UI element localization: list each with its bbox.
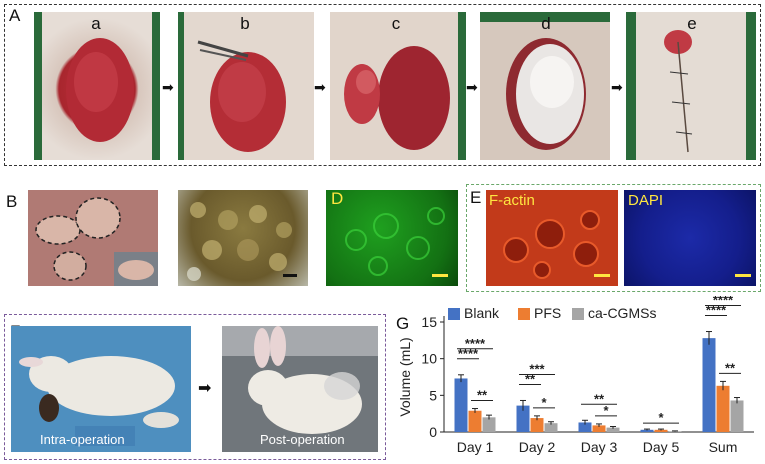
scale-bar: [432, 274, 448, 277]
y-tick-label: 0: [429, 424, 437, 440]
scale-bar: [735, 274, 751, 277]
surgery-photo-b-art: [178, 12, 286, 160]
surgery-photo-a: [34, 12, 160, 160]
y-tick-label: 10: [421, 351, 437, 367]
rabbit-photo-intra: [11, 326, 191, 452]
microscopy-photo-c: [178, 190, 308, 286]
surgery-photo-c: [330, 12, 466, 160]
tissue-photo-b-art: [28, 190, 158, 286]
legend-label: ca-CGMSs: [588, 305, 656, 321]
bar: [640, 429, 654, 432]
bar: [454, 378, 468, 432]
surgery-photo-c-art: [344, 12, 466, 160]
x-tick-label: Sum: [709, 439, 738, 455]
legend-swatch: [448, 308, 460, 320]
legend-label: PFS: [534, 305, 561, 321]
rabbit-photo-post: [222, 326, 378, 452]
panel-d-letter: D: [331, 189, 344, 208]
step-label-d: d: [541, 14, 551, 33]
bar: [702, 338, 716, 432]
significance-label: ****: [465, 336, 486, 351]
bar: [578, 422, 592, 432]
surgery-photo-e: [626, 12, 756, 160]
surgery-photo-d-art: [480, 12, 610, 150]
surgery-photo-a-art: [34, 12, 160, 160]
y-tick-label: 15: [421, 314, 437, 330]
arrow-right-icon: ➡: [611, 79, 623, 95]
significance-label: ***: [529, 361, 545, 376]
fluorescence-photo-factin: [486, 190, 618, 286]
step-label-c: c: [391, 14, 401, 33]
significance-label: *: [658, 410, 664, 425]
factin-art: [486, 190, 618, 286]
scale-bar: [283, 274, 297, 277]
rabbit-intra-art: [11, 326, 191, 452]
x-tick-label: Day 3: [581, 439, 618, 455]
rabbit-post-art: [222, 326, 378, 452]
x-tick-label: Day 1: [457, 439, 494, 455]
significance-label: *: [603, 403, 609, 418]
panel-b-letter: B: [6, 192, 18, 211]
significance-label: **: [725, 360, 736, 375]
bar: [516, 405, 530, 432]
arrow-right-icon: ➡: [466, 79, 478, 95]
fluorescence-photo-d: [326, 190, 458, 286]
tissue-photo-b: [28, 190, 158, 286]
significance-label: ****: [458, 346, 479, 361]
scale-bar: [594, 274, 610, 277]
surgery-photo-d: [480, 12, 610, 160]
microscopy-photo-c-art: [187, 202, 292, 281]
intra-operation-caption: Intra-operation: [40, 432, 125, 447]
fluorescence-photo-dapi: [624, 190, 756, 286]
bar: [606, 427, 620, 432]
arrow-right-icon: ➡: [314, 79, 326, 95]
significance-label: ****: [713, 296, 734, 308]
panel-f-frame: [4, 314, 386, 460]
bar: [716, 385, 730, 432]
legend-swatch: [572, 308, 584, 320]
panel-e-frame: [466, 184, 761, 292]
volume-bar-chart: 0 5 10 15 Volume (mL) Day 1 Day 2 Day 3 Day 5 Sum…: [397, 296, 754, 455]
post-operation-caption: Post-operation: [260, 432, 345, 447]
step-label-b: b: [240, 14, 250, 33]
bar: [468, 410, 482, 432]
fluorescence-photo-d-art: [345, 207, 445, 276]
dapi-label: DAPI: [628, 192, 664, 209]
significance-label: *: [541, 395, 547, 410]
significance-label: ****: [706, 303, 727, 318]
step-label-a: a: [91, 14, 101, 33]
y-axis-label: Volume (mL): [397, 337, 413, 416]
factin-label: F-actin: [489, 192, 535, 209]
significance-label: **: [477, 388, 488, 403]
bar: [530, 418, 544, 432]
legend-swatch: [518, 308, 530, 320]
arrow-right-icon: ➡: [198, 380, 212, 397]
panel-e-letter: E: [470, 188, 482, 207]
bar: [730, 400, 744, 432]
bar: [482, 417, 496, 432]
significance-label: **: [525, 371, 536, 386]
panel-a-frame: [4, 4, 761, 166]
significance-label: **: [594, 391, 605, 406]
x-tick-label: Day 5: [643, 439, 680, 455]
surgery-photo-e-art: [626, 12, 756, 160]
arrow-right-icon: ➡: [162, 79, 174, 95]
panel-a-letter: A: [9, 6, 21, 25]
bar: [592, 425, 606, 432]
y-tick-label: 5: [429, 387, 437, 403]
surgery-photo-b: [178, 12, 314, 160]
bar: [544, 423, 558, 432]
step-label-e: e: [687, 14, 697, 33]
x-tick-label: Day 2: [519, 439, 556, 455]
bar: [654, 429, 668, 432]
legend-label: Blank: [464, 305, 500, 321]
panel-g-letter: G: [396, 314, 410, 333]
